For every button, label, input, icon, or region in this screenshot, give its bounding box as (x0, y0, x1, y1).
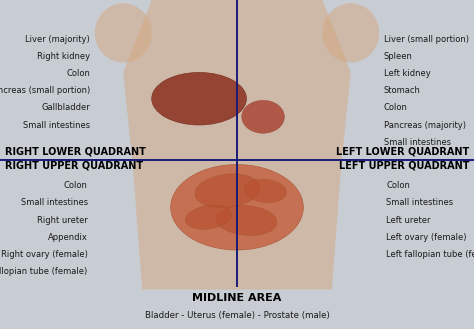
Text: Gallbladder: Gallbladder (41, 103, 90, 113)
Ellipse shape (245, 179, 286, 203)
Text: Right kidney: Right kidney (37, 52, 90, 61)
Ellipse shape (186, 205, 231, 229)
Text: Small intestines: Small intestines (384, 138, 451, 147)
Text: Spleen: Spleen (384, 52, 413, 61)
Text: Liver (small portion): Liver (small portion) (384, 35, 469, 44)
Text: Colon: Colon (386, 181, 410, 190)
Text: LEFT LOWER QUADRANT: LEFT LOWER QUADRANT (336, 147, 469, 157)
Text: Colon: Colon (384, 103, 408, 113)
Ellipse shape (322, 3, 379, 63)
Text: Left ovary (female): Left ovary (female) (386, 233, 467, 242)
Text: Left kidney: Left kidney (384, 69, 431, 78)
Ellipse shape (95, 3, 152, 63)
Text: Small intestines: Small intestines (386, 198, 454, 208)
Text: Right ovary (female): Right ovary (female) (1, 250, 88, 259)
Polygon shape (123, 0, 351, 290)
Text: Pancreas (majority): Pancreas (majority) (384, 120, 466, 130)
Text: Colon: Colon (66, 69, 90, 78)
Text: Appendix: Appendix (48, 233, 88, 242)
Text: Left ureter: Left ureter (386, 215, 431, 225)
Text: Small intestines: Small intestines (20, 198, 88, 208)
Text: Right fallopian tube (female): Right fallopian tube (female) (0, 267, 88, 276)
Text: RIGHT UPPER QUADRANT: RIGHT UPPER QUADRANT (5, 161, 143, 170)
Text: Right ureter: Right ureter (37, 215, 88, 225)
Text: Small intestines: Small intestines (23, 120, 90, 130)
Text: Left fallopian tube (female): Left fallopian tube (female) (386, 250, 474, 259)
Ellipse shape (242, 100, 284, 133)
Text: Bladder - Uterus (female) - Prostate (male): Bladder - Uterus (female) - Prostate (ma… (145, 311, 329, 320)
Text: RIGHT LOWER QUADRANT: RIGHT LOWER QUADRANT (5, 147, 146, 157)
Ellipse shape (216, 205, 277, 236)
Text: Stomach: Stomach (384, 86, 421, 95)
Ellipse shape (171, 164, 303, 250)
Text: LEFT UPPER QUADRANT: LEFT UPPER QUADRANT (339, 161, 469, 170)
Text: MIDLINE AREA: MIDLINE AREA (192, 293, 282, 303)
Ellipse shape (195, 174, 260, 208)
Text: Colon: Colon (64, 181, 88, 190)
Text: Pancreas (small portion): Pancreas (small portion) (0, 86, 90, 95)
Ellipse shape (152, 72, 246, 125)
Text: Liver (majority): Liver (majority) (25, 35, 90, 44)
